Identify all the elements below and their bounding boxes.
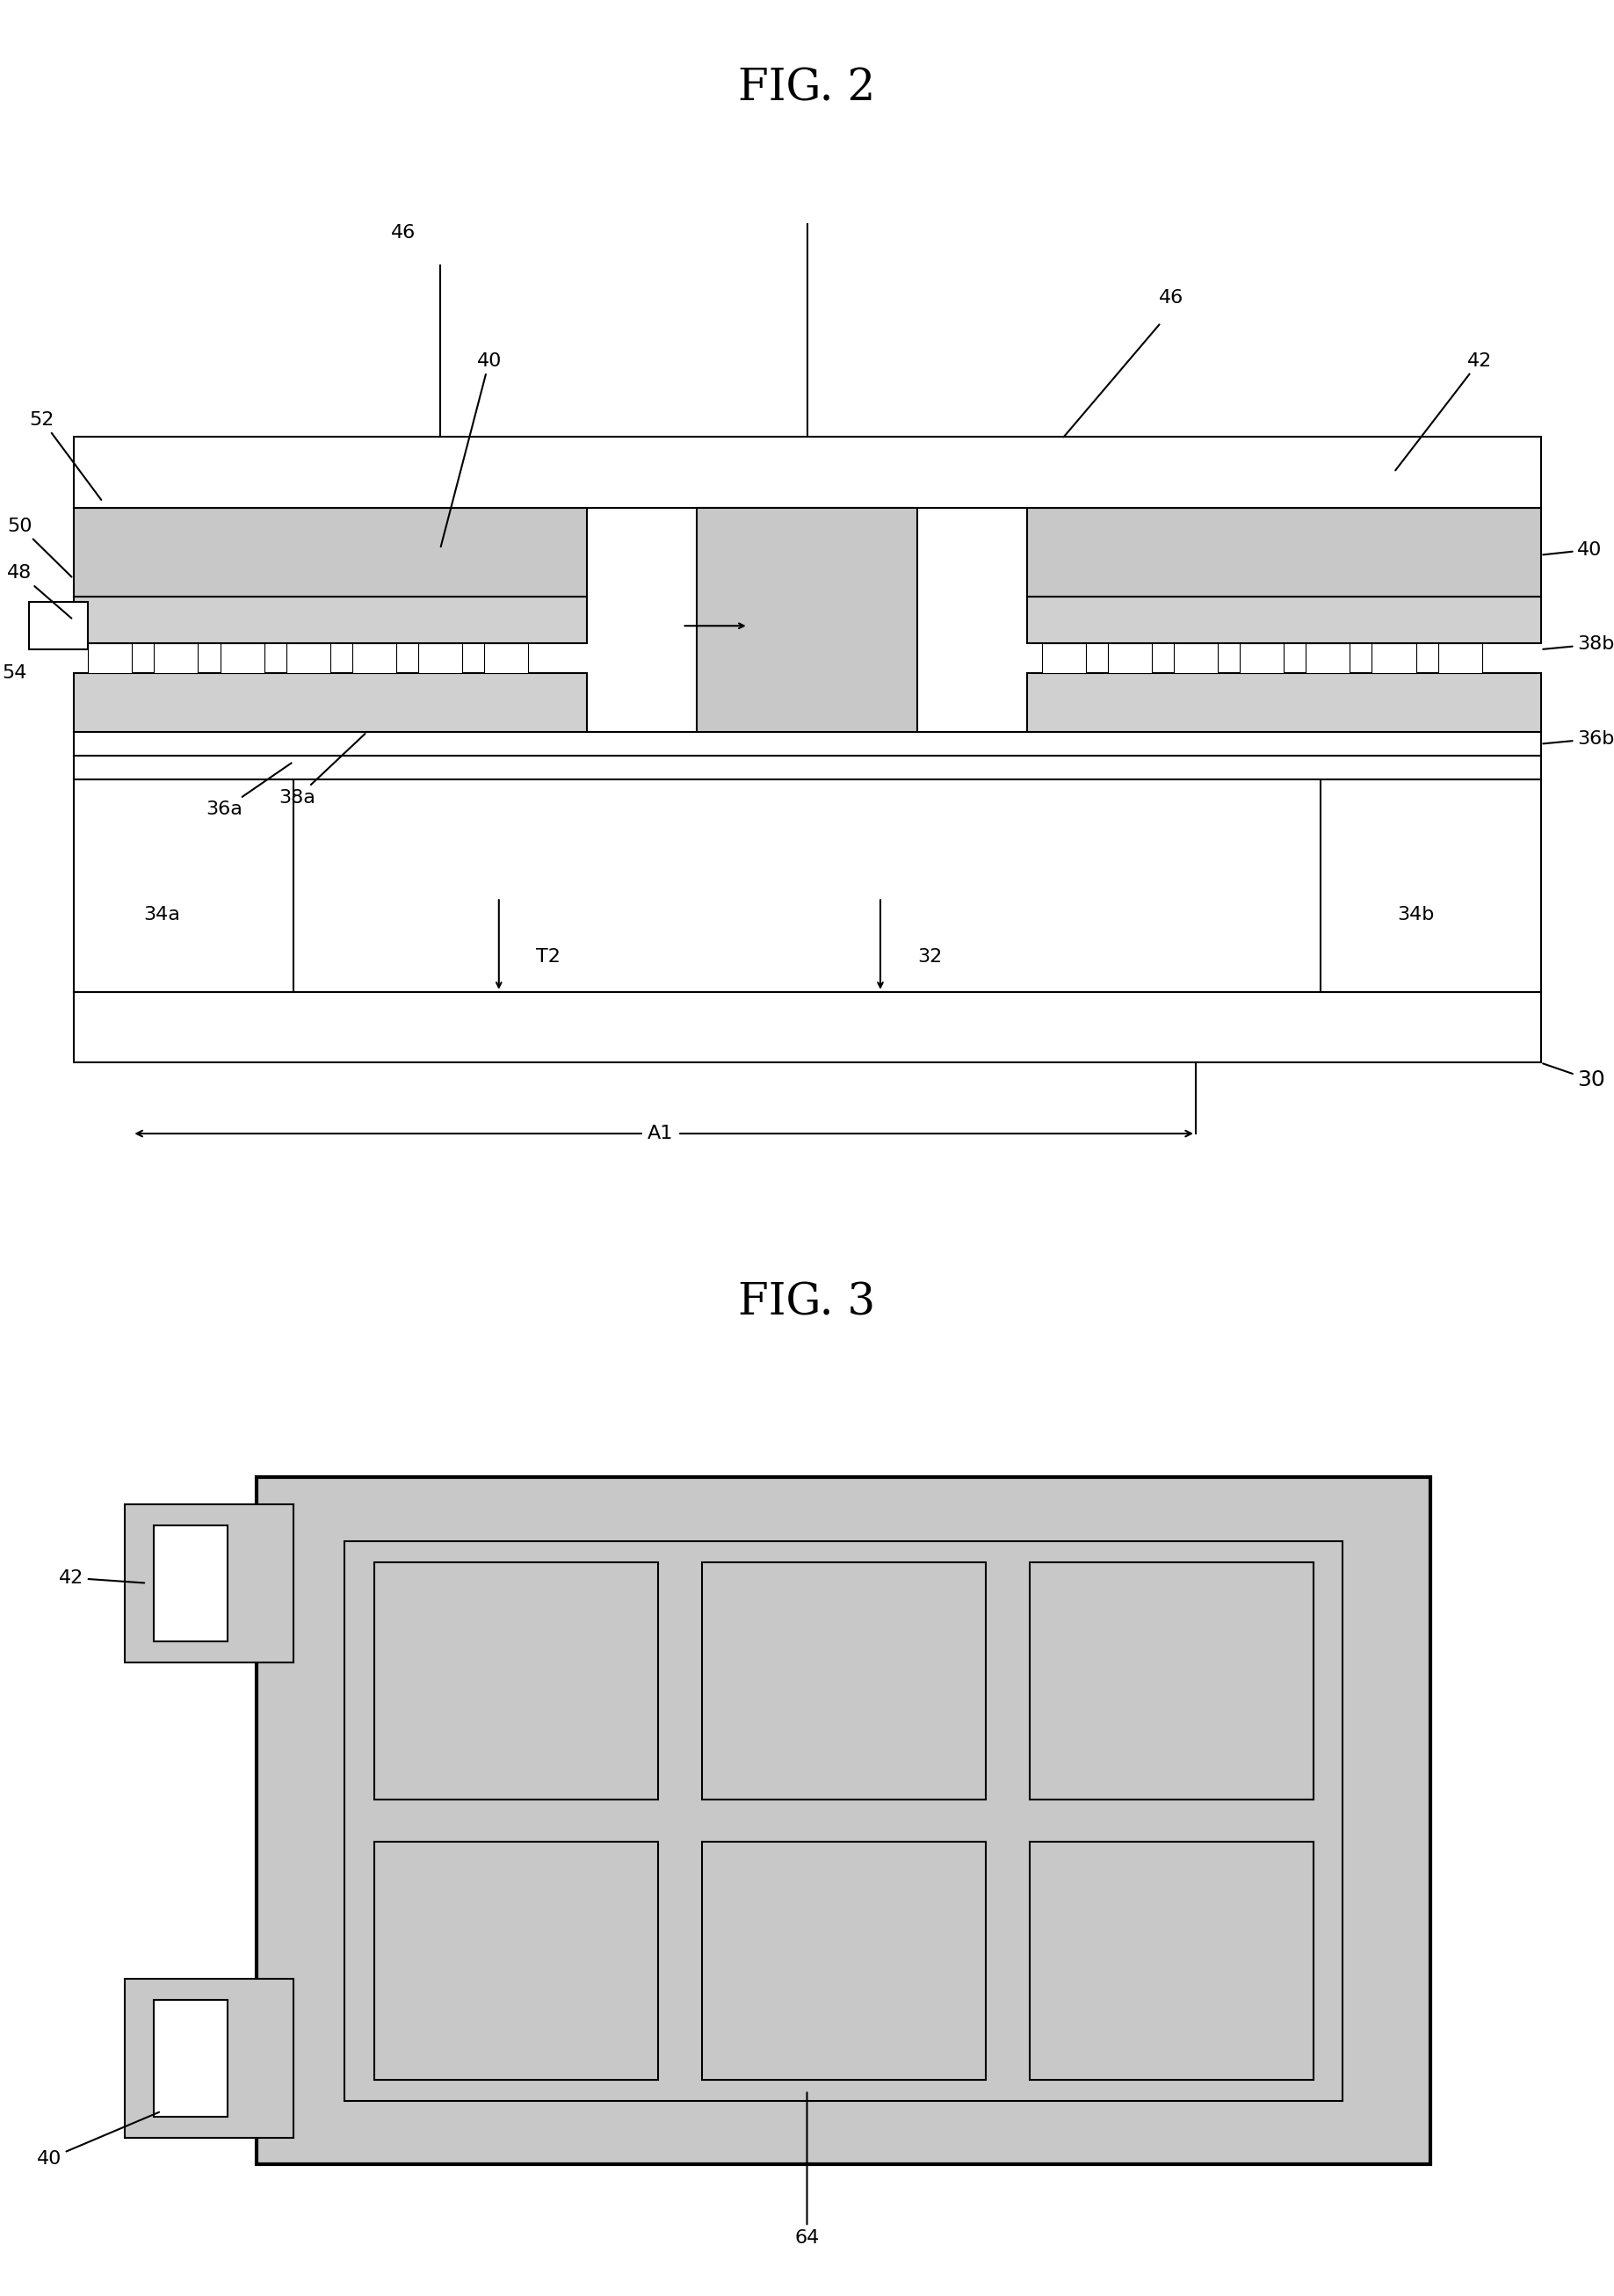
Text: 64: 64	[794, 2092, 820, 2248]
Bar	[1438, 643, 1482, 673]
Bar	[1173, 643, 1219, 673]
Text: 40: 40	[441, 351, 502, 546]
Text: 40: 40	[37, 2112, 160, 2167]
Text: 42: 42	[1396, 351, 1491, 471]
Bar	[1027, 507, 1541, 597]
Text: 54: 54	[2, 664, 27, 682]
Bar	[29, 602, 89, 650]
Bar	[153, 1525, 228, 1642]
Bar	[1240, 643, 1283, 673]
Bar	[286, 643, 331, 673]
Bar	[73, 992, 1541, 1063]
Text: 36b: 36b	[1543, 730, 1614, 748]
Bar	[345, 1541, 1343, 2101]
Text: FIG. 2: FIG. 2	[738, 67, 876, 110]
Bar	[220, 643, 265, 673]
Bar	[73, 436, 1541, 507]
Bar	[73, 507, 587, 597]
Text: 36a: 36a	[205, 762, 292, 817]
Bar	[153, 2000, 228, 2117]
Text: 48: 48	[8, 565, 71, 618]
Text: FIG. 3: FIG. 3	[738, 1281, 876, 1325]
Bar	[1372, 643, 1415, 673]
Bar	[73, 778, 294, 992]
Text: 42: 42	[58, 1568, 144, 1587]
Bar	[73, 673, 587, 732]
Bar	[1107, 643, 1152, 673]
Text: T2: T2	[536, 948, 560, 964]
Bar	[153, 643, 199, 673]
Bar	[484, 643, 528, 673]
Bar	[352, 643, 395, 673]
Bar	[73, 732, 1541, 755]
Bar	[1027, 597, 1541, 643]
Text: 32: 32	[917, 948, 943, 964]
Bar	[1041, 643, 1086, 673]
Text: 40: 40	[1543, 542, 1603, 558]
Text: 50: 50	[8, 517, 71, 576]
Bar	[702, 1561, 986, 1800]
Text: 52: 52	[29, 411, 102, 501]
Bar	[1027, 673, 1541, 732]
Bar	[124, 1504, 294, 1662]
Text: 46: 46	[1159, 289, 1185, 308]
Bar	[1306, 643, 1349, 673]
Text: 38b: 38b	[1543, 636, 1614, 652]
Bar	[418, 643, 462, 673]
Bar	[89, 643, 132, 673]
Bar	[697, 507, 917, 732]
Bar	[702, 1841, 986, 2080]
Text: 38a: 38a	[279, 735, 365, 806]
Text: A1: A1	[647, 1125, 673, 1143]
Bar	[1030, 1561, 1314, 1800]
Bar	[374, 1841, 659, 2080]
Bar	[124, 1979, 294, 2138]
Text: 34b: 34b	[1398, 907, 1435, 923]
Bar	[73, 755, 1541, 778]
Bar	[73, 597, 587, 643]
Bar	[257, 1479, 1430, 2163]
Bar	[374, 1561, 659, 1800]
Text: 34a: 34a	[144, 907, 179, 923]
Bar	[1030, 1841, 1314, 2080]
Text: 46: 46	[391, 225, 416, 241]
Bar	[1320, 778, 1541, 992]
Text: 30: 30	[1543, 1063, 1606, 1091]
